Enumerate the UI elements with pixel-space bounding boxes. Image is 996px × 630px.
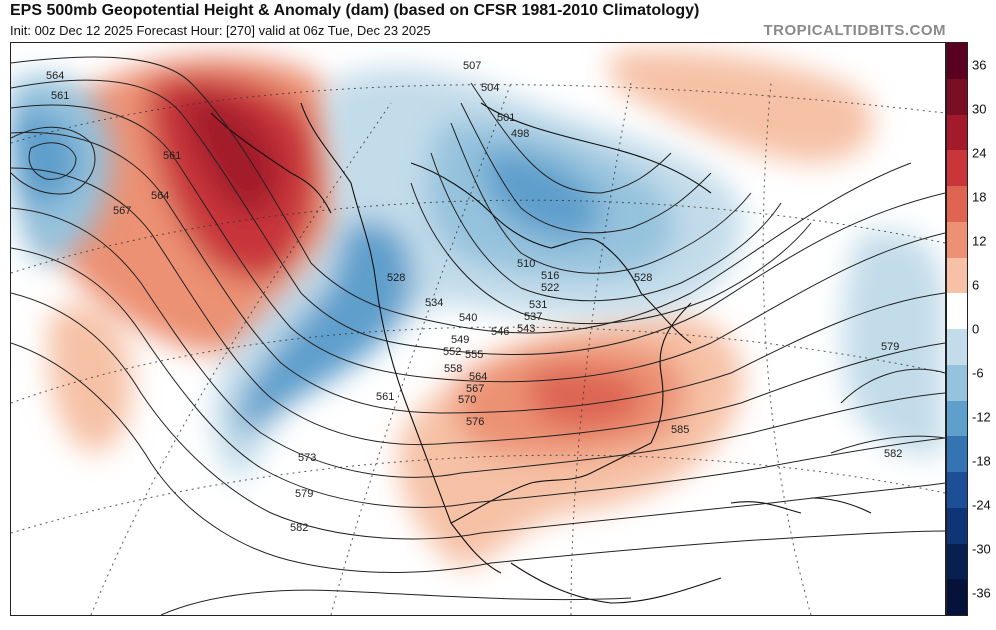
colorbar-swatch (947, 543, 967, 580)
colorbar-swatch (947, 364, 967, 401)
contour-label: 582 (884, 448, 902, 460)
colorbar-tick-label: -18 (972, 453, 991, 469)
chart-subtitle: Init: 00z Dec 12 2025 Forecast Hour: [27… (10, 23, 431, 38)
contour-label: 561 (51, 90, 69, 102)
colorbar-tick-label: 12 (972, 233, 987, 249)
colorbar-swatch (947, 436, 967, 472)
colorbar-swatch (947, 43, 967, 79)
colorbar-swatch (947, 579, 967, 615)
contour-label: 537 (524, 311, 542, 323)
colorbar-tick-label: -30 (972, 541, 991, 557)
contour-label: 501 (497, 112, 515, 124)
contour-label: 570 (458, 394, 476, 406)
colorbar-tick-label: -12 (972, 409, 991, 425)
map-panel: 564 561 561 564 567 507 504 501 498 510 … (10, 42, 946, 616)
contour-label: 534 (425, 297, 443, 309)
coastline-outlines (210, 102, 872, 604)
contour-label: 528 (634, 272, 652, 284)
colorbar-swatch (947, 257, 967, 294)
contour-label: 540 (459, 312, 477, 324)
contour-label: 498 (511, 128, 529, 140)
contour-label: 543 (517, 323, 535, 335)
contour-label: 516 (541, 270, 559, 282)
contour-label: 564 (46, 70, 64, 82)
contour-label: 510 (517, 258, 535, 270)
chart-title: EPS 500mb Geopotential Height & Anomaly … (10, 2, 700, 19)
contour-label-group: 564 561 561 564 567 507 504 501 498 510 … (46, 60, 902, 534)
contour-label: 531 (529, 299, 547, 311)
colorbar-swatch (947, 507, 967, 544)
contour-label: 579 (295, 488, 313, 500)
contour-label: 567 (113, 205, 131, 217)
contour-label: 576 (466, 416, 484, 428)
contour-label: 561 (163, 150, 181, 162)
contour-label: 579 (881, 341, 899, 353)
colorbar-tick-label: 18 (972, 189, 987, 205)
contour-label: 564 (469, 371, 487, 383)
colorbar-swatch (947, 293, 967, 329)
colorbar-tick-label: -36 (972, 585, 991, 601)
colorbar-swatch (947, 78, 967, 115)
colorbar-tick-label: 30 (972, 101, 987, 117)
contour-label: 552 (443, 346, 461, 358)
contour-label: 561 (376, 391, 394, 403)
brand-watermark[interactable]: TROPICALTIDBITS.COM (763, 22, 946, 39)
contour-label: 573 (298, 452, 316, 464)
height-contours (11, 56, 945, 615)
colorbar-swatch (947, 400, 967, 437)
contour-label: 507 (463, 60, 481, 72)
contour-label: 564 (151, 190, 169, 202)
contour-label: 522 (541, 282, 559, 294)
colorbar-tick-label: 6 (972, 277, 980, 293)
colorbar-swatch (947, 186, 967, 222)
graticule-lines (11, 82, 945, 615)
contour-label: 567 (466, 383, 484, 395)
colorbar-swatch (947, 472, 967, 508)
contour-label: 528 (387, 272, 405, 284)
colorbar-swatch (947, 329, 967, 365)
colorbar-tick-label: -24 (972, 497, 991, 513)
contour-label: 555 (465, 349, 483, 361)
contour-label: 585 (671, 424, 689, 436)
colorbar-tick-label: 0 (972, 321, 980, 337)
contour-label: 549 (451, 334, 469, 346)
colorbar-tick-label: 36 (972, 57, 987, 73)
colorbar-tick-label: 24 (972, 145, 987, 161)
negative-anomaly-field (11, 68, 945, 483)
colorbar-swatch (947, 114, 967, 151)
contour-label: 504 (481, 82, 499, 94)
map-canvas: 564 561 561 564 567 507 504 501 498 510 … (11, 50, 945, 615)
contour-label: 546 (491, 326, 509, 338)
colorbar-swatch (947, 150, 967, 186)
anomaly-colorbar (946, 42, 968, 616)
colorbar-tick-label: -6 (972, 365, 984, 381)
contour-label: 582 (290, 522, 308, 534)
contour-label: 558 (444, 363, 462, 375)
colorbar-swatch (947, 221, 967, 258)
